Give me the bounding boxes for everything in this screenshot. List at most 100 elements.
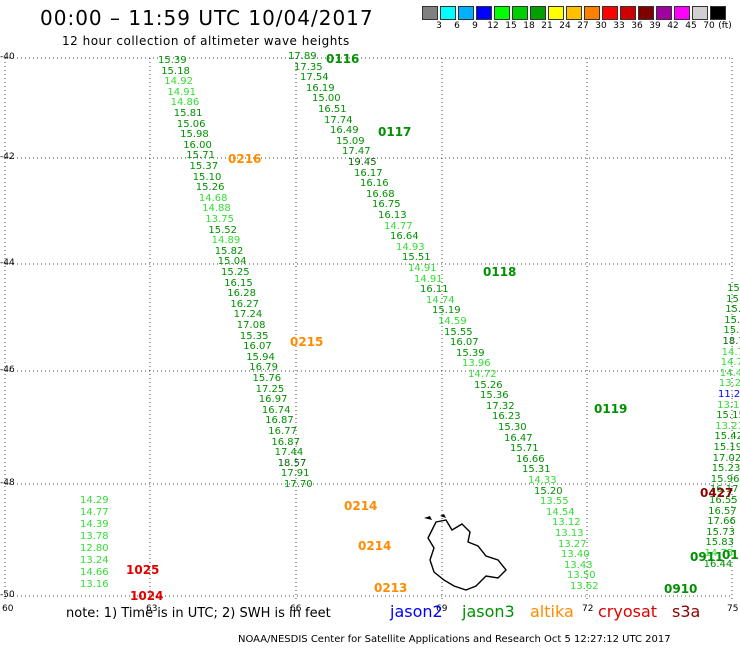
colorbar-swatch [602,6,618,20]
swh-reading: 15.19 [432,305,461,317]
swh-reading: 15.26 [474,379,503,391]
swh-reading: 15.37 [189,161,219,172]
swh-reading: 14.68 [198,192,228,204]
swh-reading: 16.19 [306,82,335,94]
swh-reading: 16.17 [709,484,739,496]
swh-reading: 16.11 [420,284,449,296]
swh-reading: 13.21 [715,420,740,432]
pass-time-label: 1024 [130,589,164,603]
swh-reading: 14.75 [704,548,734,559]
longitude-label: 69 [436,604,448,614]
swh-reading: 14.74 [426,294,455,306]
swh-reading: 16.74 [261,404,291,416]
swh-reading: 16.66 [516,453,545,465]
pass-time-label: 0118 [483,265,517,279]
swh-reading: 16.97 [258,394,288,406]
swh-reading: 19.45 [348,157,377,168]
swh-reading: 16.51 [318,104,347,115]
colorbar-label: 45 [685,21,697,31]
swh-reading: 17.70 [284,479,313,490]
latitude-label: -42 [0,152,15,162]
colorbar-swatch [458,6,474,20]
swh-reading: 15.13 [724,314,740,326]
swh-reading: 15.09 [336,135,365,147]
colorbar-label: 39 [649,21,661,31]
swh-reading: 16.07 [243,341,272,353]
swh-reading: 16.68 [366,188,395,200]
swh-reading: 11.27 [718,389,740,400]
swh-reading: 15.82 [214,245,244,257]
pass-time-label: 0215 [290,335,324,349]
swh-reading: 14.89 [211,235,241,247]
pass-time-label: 0911 [690,550,724,564]
swh-reading: 16.23 [492,411,521,423]
swh-reading: 15.39 [158,55,187,66]
swh-reading: 16.75 [372,199,401,211]
swh-reading: 15.1 [727,283,740,294]
swh-reading: 17.24 [233,309,263,321]
colorbar-swatch [548,6,564,20]
footer-credit: NOAA/NESDIS Center for Satellite Applica… [238,634,671,645]
swh-reading: 16.07 [450,337,479,349]
swh-reading: 15.94 [246,351,275,363]
map-subtitle: 12 hour collection of altimeter wave hei… [62,34,350,48]
swh-reading: 15.18 [161,65,190,77]
latitude-label: -44 [0,258,15,268]
legend-item-jason3: jason3 [462,602,515,621]
swh-reading: 14.77 [384,220,413,232]
swh-reading: 15.31 [522,464,551,476]
swh-reading: 14.72 [720,357,740,369]
swh-reading: 14.77 [80,507,109,518]
pass-time-label: 0910 [664,582,698,596]
swh-reading: 14.72 [468,369,497,380]
swh-reading: 15.19 [713,442,740,453]
swh-reading: 15.52 [208,224,238,236]
swh-reading: 14.86 [170,97,200,109]
swh-reading: 17.89 [288,51,317,62]
colorbar-label: 15 [505,21,517,31]
swh-reading: 15.83 [705,537,735,549]
swh-reading: 15.98 [180,129,209,141]
swh-reading: 14.29 [80,495,109,506]
swh-reading: 13.13 [555,528,584,539]
swh-reading: 13.24 [80,555,109,566]
swh-reading: 16.87 [265,415,294,427]
pass-time-label: 0214 [358,539,392,553]
legend-item-cryosat: cryosat [598,602,658,621]
swh-reading: 17.91 [280,468,310,480]
swh-reading: 12.80 [80,543,109,554]
swh-reading: 15.42 [714,431,740,443]
swh-reading: 15.04 [217,256,247,268]
swh-reading: 15.30 [498,422,527,433]
swh-reading: 14.70 [721,346,740,358]
swh-reading: 16.47 [504,432,533,444]
swh-reading: 15.26 [195,182,225,194]
pass-time-label: 0213 [374,581,408,595]
colorbar-swatch [584,6,600,20]
colorbar-swatch [620,6,636,20]
colorbar-label: 9 [472,21,478,31]
swh-reading: 16.13 [378,210,407,221]
swh-reading: 14.88 [202,203,231,215]
latitude-label: -46 [0,365,15,375]
swh-reading: 15.73 [706,526,735,538]
colorbar-label: 70 [703,21,715,31]
pass-time-label: 0117 [378,125,412,139]
swh-reading: 13.62 [570,581,599,592]
swh-reading: 15.23 [711,463,740,475]
swh-reading: 14.91 [414,273,443,285]
swh-reading: 15.35 [239,330,269,342]
colorbar-label: 3 [436,21,442,31]
swh-reading: 16.77 [268,426,297,437]
swh-reading: 15.06 [176,118,206,130]
colorbar-label: (ft) [718,21,732,31]
swh-reading: 18.57 [277,457,307,469]
latitude-label: -40 [0,52,15,62]
legend-item-jason2: jason2 [390,602,443,621]
swh-reading: 15.96 [710,473,740,485]
colorbar-label: 30 [595,21,607,31]
swh-reading: 15.36 [480,390,509,402]
swh-reading: 14.33 [528,475,557,486]
swh-reading: 16.00 [183,139,212,151]
colorbar-swatch [638,6,654,20]
